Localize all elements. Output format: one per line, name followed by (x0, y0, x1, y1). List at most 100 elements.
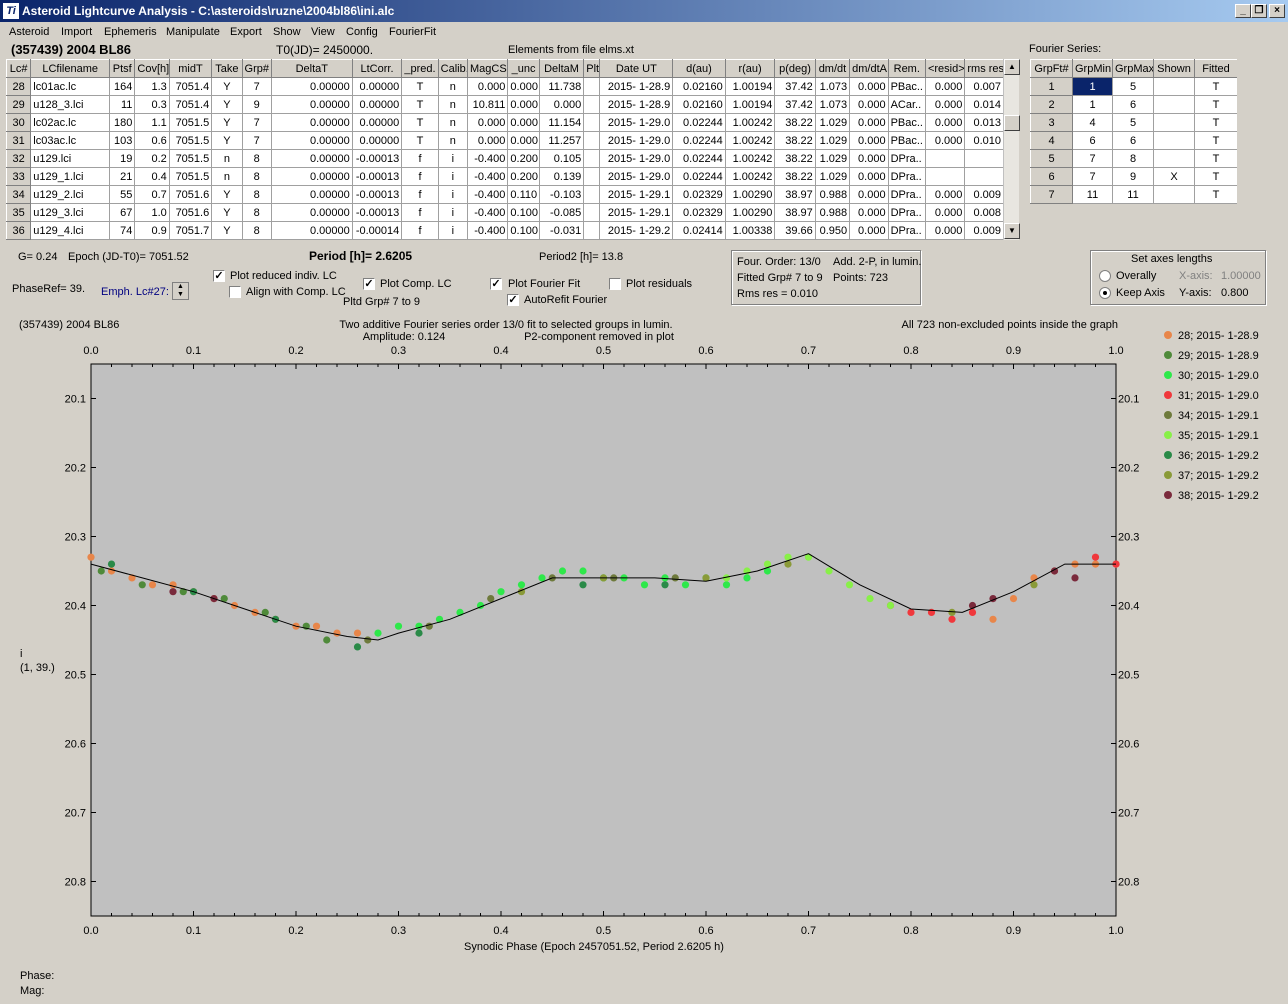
table-cell[interactable]: 21 (109, 167, 136, 186)
table-cell[interactable]: T (1194, 185, 1237, 204)
table-cell[interactable]: DPra.. (887, 149, 926, 168)
autorefit-checkbox[interactable]: ✓ (507, 294, 519, 306)
table-cell[interactable]: 55 (109, 185, 136, 204)
table-cell[interactable]: 1 (1072, 77, 1113, 96)
overally-radio[interactable] (1099, 270, 1111, 282)
table-cell[interactable]: DPra.. (887, 167, 926, 186)
plot-canvas[interactable]: (357439) 2004 BL86 Two additive Fourier s… (6, 312, 1282, 960)
table-cell[interactable]: T (401, 77, 439, 96)
fourier-col-header[interactable]: GrpMax (1112, 59, 1154, 78)
table-cell[interactable]: n (437, 77, 468, 96)
table-cell[interactable]: 1.00338 (724, 221, 776, 240)
table-cell[interactable] (583, 221, 601, 240)
table-cell[interactable]: u129_1.lci (30, 167, 111, 186)
table-cell[interactable]: 7051.5 (168, 149, 213, 168)
table-cell[interactable]: 0.00000 (270, 95, 353, 114)
table-cell[interactable]: 1.00242 (724, 131, 776, 150)
table-cell[interactable]: lc02ac.lc (30, 113, 111, 132)
fourier-col-header[interactable]: Shown (1153, 59, 1195, 78)
table-cell[interactable]: -0.00013 (351, 167, 403, 186)
table-row[interactable]: 33 u129_1.lci 21 0.4 7051.5 n 8 0.00000 -0.00013… (6, 167, 1004, 186)
table-cell[interactable]: 5 (1112, 113, 1154, 132)
table-cell[interactable]: 32 (6, 149, 32, 168)
table-cell[interactable]: 0.02414 (672, 221, 726, 240)
table-row[interactable]: 31 lc03ac.lc 103 0.6 7051.5 Y 7 0.00000 0.00000 T… (6, 131, 1004, 150)
table-cell[interactable] (1153, 113, 1195, 132)
table-cell[interactable]: u129_4.lci (30, 221, 111, 240)
table-cell[interactable]: 0.000 (924, 77, 966, 96)
table-cell[interactable]: 11 (1112, 185, 1154, 204)
table-cell[interactable]: -0.031 (538, 221, 585, 240)
table-cell[interactable]: Y (211, 131, 243, 150)
table-cell[interactable]: -0.00013 (351, 185, 403, 204)
table-cell[interactable]: 10.811 (466, 95, 509, 114)
table-cell[interactable]: 2015- 1-29.0 (599, 167, 674, 186)
table-cell[interactable]: T (1194, 131, 1237, 150)
table-cell[interactable]: 0.00000 (351, 77, 403, 96)
table-cell[interactable] (1153, 95, 1195, 114)
table-row[interactable]: 34 u129_2.lci 55 0.7 7051.6 Y 8 0.00000 -0.00013… (6, 185, 1004, 204)
lightcurve-table[interactable]: Lc# LCfilename Ptsf Cov[h] midT Take Grp# Delta… (6, 59, 1004, 240)
table-cell[interactable]: 0.000 (849, 221, 889, 240)
menu-fourierfit[interactable]: FourierFit (389, 26, 437, 38)
lc-col-header[interactable]: _pred. (401, 59, 439, 78)
table-cell[interactable]: 7051.5 (168, 113, 213, 132)
table-cell[interactable]: 0.4 (134, 167, 170, 186)
table-cell[interactable]: 38.22 (774, 131, 816, 150)
table-cell[interactable]: lc03ac.lc (30, 131, 111, 150)
table-cell[interactable]: 8 (241, 221, 272, 240)
plot-comp-checkbox[interactable]: ✓ (363, 278, 375, 290)
table-cell[interactable]: 180 (109, 113, 136, 132)
table-cell[interactable]: 1.00290 (724, 185, 776, 204)
table-cell[interactable]: 5 (1112, 77, 1154, 96)
table-cell[interactable] (1153, 185, 1195, 204)
table-cell[interactable]: i (437, 221, 468, 240)
table-cell[interactable]: 0.00000 (270, 185, 353, 204)
table-cell[interactable]: 0.000 (849, 149, 889, 168)
table-cell[interactable]: 7051.6 (168, 203, 213, 222)
table-cell[interactable]: 11 (109, 95, 136, 114)
table-cell[interactable]: 2015- 1-29.2 (599, 221, 674, 240)
table-cell[interactable]: 8 (241, 167, 272, 186)
table-cell[interactable]: 0.200 (507, 149, 540, 168)
fourier-col-header[interactable]: Fitted (1194, 59, 1237, 78)
table-cell[interactable]: 0.00000 (351, 113, 403, 132)
table-cell[interactable]: 6 (1112, 95, 1154, 114)
table-row[interactable]: 36 u129_4.lci 74 0.9 7051.7 Y 8 0.00000 -0.00014… (6, 221, 1004, 240)
scroll-thumb[interactable] (1004, 115, 1020, 131)
table-cell[interactable]: DPra.. (887, 185, 926, 204)
table-cell[interactable] (583, 113, 601, 132)
plot-reduced-checkbox[interactable]: ✓ (213, 270, 225, 282)
table-cell[interactable] (964, 167, 1004, 186)
lightcurve-plot[interactable]: (357439) 2004 BL86 Two additive Fourier s… (6, 312, 1282, 960)
lc-col-header[interactable]: dm/dt (814, 59, 851, 78)
lc-col-header[interactable]: Date UT (599, 59, 674, 78)
table-cell[interactable]: 6 (1112, 131, 1154, 150)
table-cell[interactable]: T (1194, 113, 1237, 132)
close-button[interactable]: × (1269, 4, 1285, 18)
table-cell[interactable]: 1.029 (814, 113, 851, 132)
table-cell[interactable]: 1.073 (814, 77, 851, 96)
table-cell[interactable]: 7 (241, 77, 272, 96)
table-cell[interactable]: 8 (1112, 149, 1154, 168)
table-cell[interactable]: 7051.4 (168, 77, 213, 96)
table-cell[interactable]: 6 (1072, 131, 1113, 150)
table-cell[interactable]: 2015- 1-29.1 (599, 185, 674, 204)
table-cell[interactable]: n (437, 131, 468, 150)
lc-col-header[interactable]: rms res (964, 59, 1004, 78)
table-cell[interactable]: 1.00242 (724, 113, 776, 132)
table-cell[interactable]: X (1153, 167, 1195, 186)
plot-residuals-checkbox[interactable] (609, 278, 621, 290)
table-cell[interactable]: 38.97 (774, 185, 816, 204)
table-cell[interactable]: 164 (109, 77, 136, 96)
table-cell[interactable]: T (401, 95, 439, 114)
table-cell[interactable]: 36 (6, 221, 32, 240)
table-cell[interactable]: 0.988 (814, 203, 851, 222)
table-cell[interactable]: 0.008 (964, 203, 1004, 222)
table-cell[interactable]: 28 (6, 77, 32, 96)
table-cell[interactable]: 11 (1072, 185, 1113, 204)
table-cell[interactable]: 74 (109, 221, 136, 240)
table-cell[interactable]: T (1194, 77, 1237, 96)
table-cell[interactable]: 8 (241, 185, 272, 204)
